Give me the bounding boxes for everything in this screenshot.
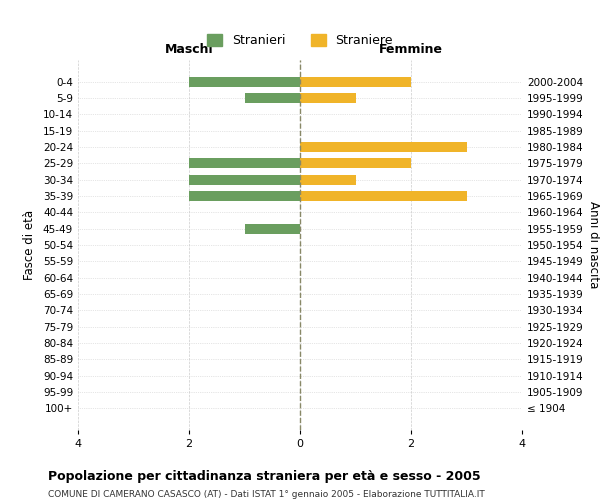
Text: Femmine: Femmine [379,44,443,57]
Bar [300,142,467,152]
Y-axis label: Fasce di età: Fasce di età [23,210,36,280]
Legend: Stranieri, Straniere: Stranieri, Straniere [202,29,398,52]
Text: Maschi: Maschi [164,44,214,57]
Bar [189,175,300,184]
Bar [245,93,300,103]
Bar [189,191,300,201]
Bar [245,224,300,234]
Bar [300,158,411,168]
Bar [300,175,355,184]
Bar [300,77,411,86]
Bar [300,93,355,103]
Bar [189,158,300,168]
Y-axis label: Anni di nascita: Anni di nascita [587,202,600,288]
Bar [300,191,467,201]
Text: Popolazione per cittadinanza straniera per età e sesso - 2005: Popolazione per cittadinanza straniera p… [48,470,481,483]
Text: COMUNE DI CAMERANO CASASCO (AT) - Dati ISTAT 1° gennaio 2005 - Elaborazione TUTT: COMUNE DI CAMERANO CASASCO (AT) - Dati I… [48,490,485,499]
Bar [189,77,300,86]
